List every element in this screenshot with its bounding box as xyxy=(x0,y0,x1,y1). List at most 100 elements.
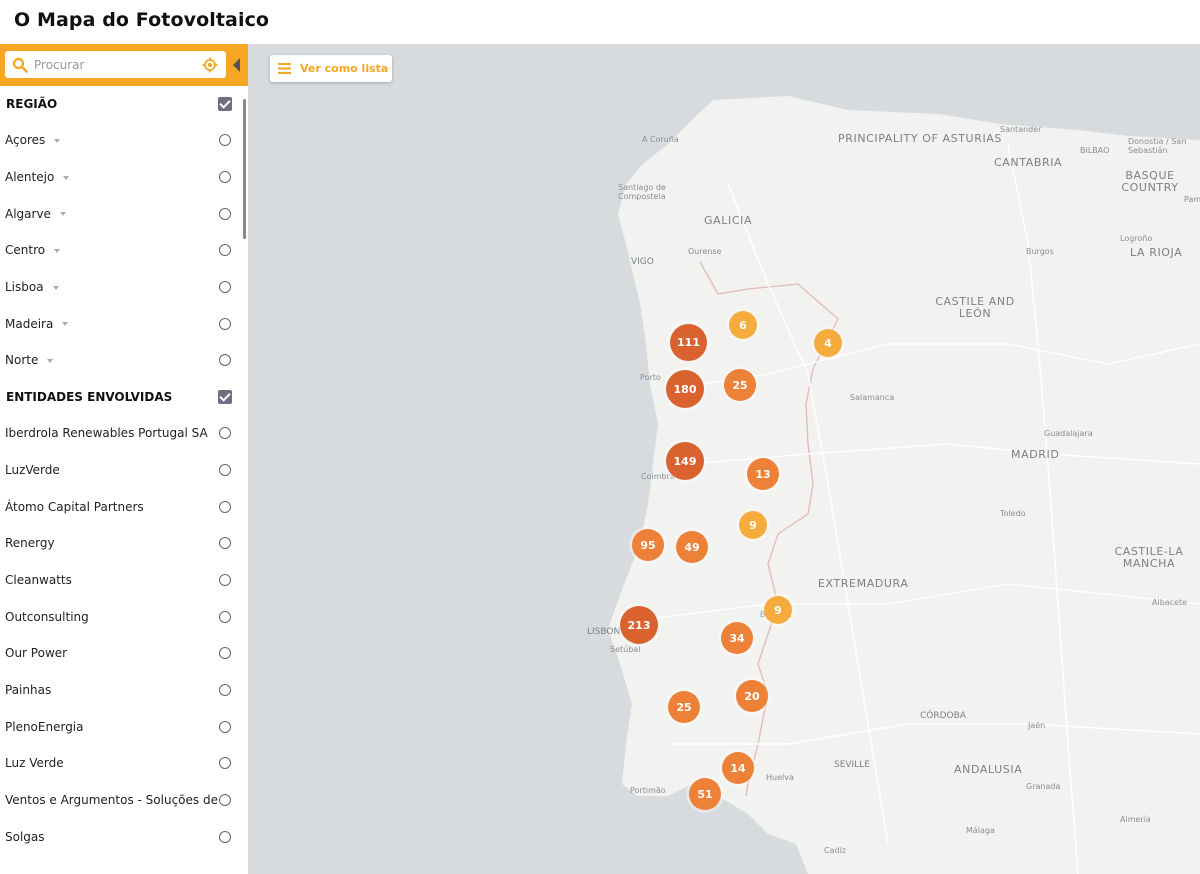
list-item-label: Luz Verde xyxy=(5,756,64,771)
scrollbar[interactable] xyxy=(243,99,246,239)
search-box[interactable] xyxy=(5,51,226,78)
cluster-marker[interactable]: 180 xyxy=(666,370,704,408)
cluster-marker[interactable]: 25 xyxy=(724,369,756,401)
select-all-checkbox[interactable] xyxy=(218,389,232,404)
sidebar: REGIÃO Açores Alentejo Algarve Centro Li… xyxy=(0,44,248,874)
list-item[interactable]: Açores xyxy=(0,122,248,159)
map-label: Jaén xyxy=(1028,721,1046,730)
map-label: Guadalajara xyxy=(1044,429,1093,438)
list-item-label: Algarve xyxy=(5,206,51,221)
list-item[interactable]: Norte xyxy=(0,342,248,379)
list-item-label: Cleanwatts xyxy=(5,572,72,587)
radio-button[interactable] xyxy=(219,573,231,586)
list-item-label: PlenoEnergia xyxy=(5,719,84,734)
map-basemap xyxy=(608,96,1200,874)
radio-button[interactable] xyxy=(219,463,231,476)
map-label-region: PRINCIPALITY OF ASTURIAS xyxy=(838,132,1002,145)
list-item[interactable]: PlenoEnergia xyxy=(0,708,248,745)
search-input[interactable] xyxy=(34,54,194,75)
list-item[interactable]: Painhas xyxy=(0,672,248,709)
list-item[interactable]: Renergy xyxy=(0,525,248,562)
radio-button[interactable] xyxy=(219,207,231,220)
cluster-marker[interactable]: 51 xyxy=(689,778,721,810)
cluster-marker[interactable]: 4 xyxy=(814,329,842,357)
list-item-label: Norte xyxy=(5,353,39,368)
map-view[interactable]: Ver como lista A Coruña PRINCIPALITY OF … xyxy=(248,44,1200,874)
radio-button[interactable] xyxy=(219,244,231,257)
chevron-down-icon[interactable] xyxy=(52,285,59,290)
list-item-label: Our Power xyxy=(5,646,68,661)
chevron-down-icon[interactable] xyxy=(47,358,54,363)
chevron-down-icon[interactable] xyxy=(59,212,66,217)
radio-button[interactable] xyxy=(219,537,231,550)
list-item[interactable]: Madeira xyxy=(0,305,248,342)
list-item[interactable]: Outconsulting xyxy=(0,598,248,635)
radio-button[interactable] xyxy=(219,134,231,147)
cluster-marker[interactable]: 9 xyxy=(739,511,767,539)
filter-list: REGIÃO Açores Alentejo Algarve Centro Li… xyxy=(0,86,248,855)
map-label-region: LA RIOJA xyxy=(1130,246,1183,259)
cluster-marker[interactable]: 95 xyxy=(632,529,664,561)
cluster-marker[interactable]: 34 xyxy=(721,622,753,654)
cluster-marker[interactable]: 9 xyxy=(764,596,792,624)
radio-button[interactable] xyxy=(219,317,231,330)
cluster-marker[interactable]: 213 xyxy=(620,606,658,644)
app-title: O Mapa do Fotovoltaico xyxy=(14,9,270,31)
list-item[interactable]: Our Power xyxy=(0,635,248,672)
list-item-label: Renergy xyxy=(5,536,55,551)
list-item[interactable]: Átomo Capital Partners xyxy=(0,488,248,525)
list-item[interactable]: Solgas xyxy=(0,818,248,855)
select-all-checkbox[interactable] xyxy=(218,97,232,111)
list-item[interactable]: Iberdrola Renewables Portugal SA xyxy=(0,415,248,452)
collapse-arrow-icon[interactable] xyxy=(233,58,240,72)
cluster-marker[interactable]: 14 xyxy=(722,752,754,784)
list-item[interactable]: Luz Verde xyxy=(0,745,248,782)
header: O Mapa do Fotovoltaico xyxy=(0,0,1200,44)
chevron-down-icon[interactable] xyxy=(54,138,61,143)
radio-button[interactable] xyxy=(219,830,231,843)
radio-button[interactable] xyxy=(219,720,231,733)
radio-button[interactable] xyxy=(219,500,231,513)
map-label: Coimbra xyxy=(641,472,675,481)
map-label: Cadiz xyxy=(824,846,846,855)
radio-button[interactable] xyxy=(219,647,231,660)
list-item[interactable]: Alentejo xyxy=(0,159,248,196)
view-as-list-button[interactable]: Ver como lista xyxy=(270,55,392,82)
view-as-list-label: Ver como lista xyxy=(300,62,389,75)
cluster-marker[interactable]: 49 xyxy=(676,531,708,563)
cluster-marker[interactable]: 149 xyxy=(666,442,704,480)
radio-button[interactable] xyxy=(219,757,231,770)
radio-button[interactable] xyxy=(219,281,231,294)
chevron-down-icon[interactable] xyxy=(62,322,69,327)
list-item[interactable]: Algarve xyxy=(0,195,248,232)
cluster-marker[interactable]: 13 xyxy=(747,458,779,490)
radio-button[interactable] xyxy=(219,794,231,807)
map-label: Santander xyxy=(1000,125,1042,134)
cluster-marker[interactable]: 111 xyxy=(670,324,707,361)
chevron-down-icon[interactable] xyxy=(54,248,61,253)
list-item[interactable]: Cleanwatts xyxy=(0,562,248,599)
cluster-marker[interactable]: 25 xyxy=(668,691,700,723)
list-item[interactable]: LuzVerde xyxy=(0,452,248,489)
cluster-marker[interactable]: 20 xyxy=(736,680,768,712)
locate-icon[interactable] xyxy=(202,57,218,73)
radio-button[interactable] xyxy=(219,610,231,623)
radio-button[interactable] xyxy=(219,427,231,440)
chevron-down-icon[interactable] xyxy=(63,175,70,180)
map-label: VIGO xyxy=(631,257,654,267)
list-item[interactable]: Centro xyxy=(0,232,248,269)
cluster-marker[interactable]: 6 xyxy=(729,311,757,339)
list-item[interactable]: Lisboa xyxy=(0,269,248,306)
section-title: REGIÃO xyxy=(6,97,58,111)
map-label-region: CASTILE AND LEÓN xyxy=(935,295,1015,320)
radio-button[interactable] xyxy=(219,683,231,696)
radio-button[interactable] xyxy=(219,171,231,184)
map-label: Donostia / San Sebastián xyxy=(1128,137,1187,155)
map-label-region: CASTILE-LA MANCHA xyxy=(1114,545,1184,570)
list-item[interactable]: Ventos e Argumentos - Soluções de xyxy=(0,782,248,819)
map-label-region: EXTREMADURA xyxy=(818,577,909,590)
section-title: ENTIDADES ENVOLVIDAS xyxy=(6,389,173,404)
map-label: Pamp xyxy=(1184,195,1200,204)
list-item-label: Átomo Capital Partners xyxy=(5,499,144,514)
radio-button[interactable] xyxy=(219,354,231,367)
